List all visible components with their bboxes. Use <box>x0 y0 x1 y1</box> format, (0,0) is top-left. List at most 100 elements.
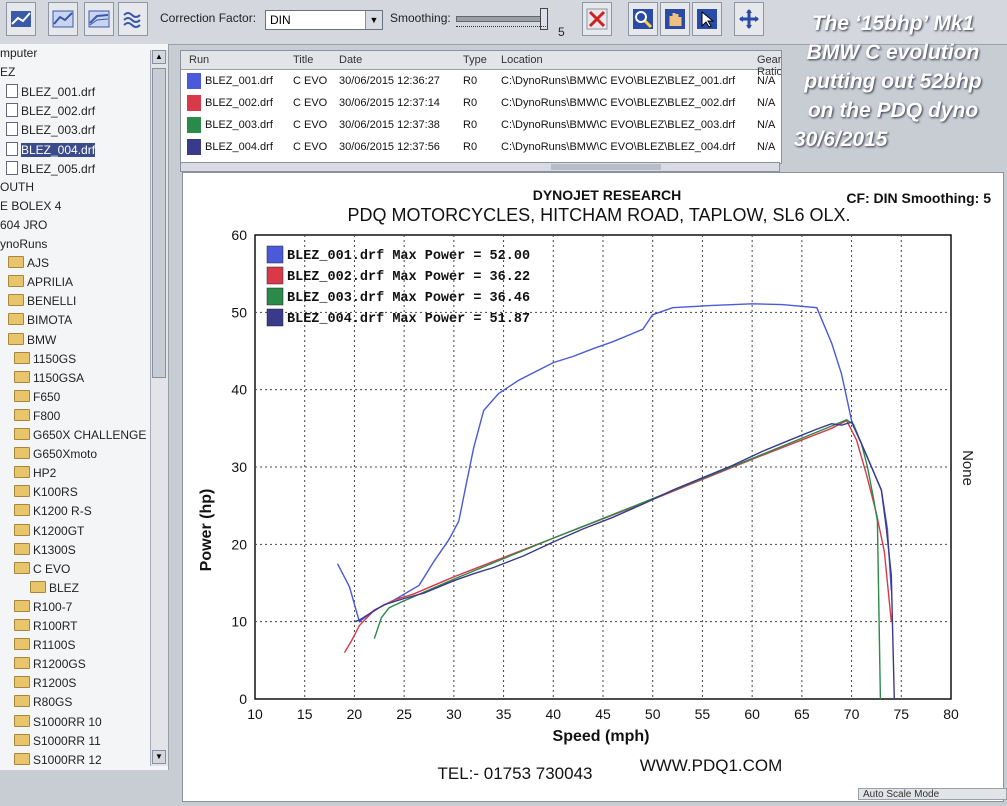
folder-icon <box>14 389 30 402</box>
tree-item[interactable]: OUTH <box>0 180 34 199</box>
tree-item-label: HP2 <box>33 466 57 481</box>
table-row[interactable]: BLEZ_002.drf C EVO 30/06/2015 12:37:14 R0 C:… <box>181 93 781 113</box>
run-color-swatch[interactable] <box>187 139 201 155</box>
runs-horizontal-scrollbar[interactable] <box>180 162 780 172</box>
tree-scrollbar[interactable]: ▲ ▼ <box>150 50 168 766</box>
auto-scale-tab[interactable]: Auto Scale Mode <box>858 788 1007 800</box>
run-color-swatch[interactable] <box>187 95 201 111</box>
tree-item[interactable]: 1150GSA <box>14 370 84 390</box>
tree-item[interactable]: S1000RR 10 <box>14 714 102 734</box>
tree-item[interactable]: F800 <box>14 408 61 428</box>
tree-item[interactable]: E BOLEX 4 <box>0 199 61 218</box>
tree-item[interactable]: S1000RR 11 <box>14 733 101 753</box>
tree-item[interactable]: BENELLI <box>8 294 76 313</box>
graph-grid-icon <box>52 10 74 28</box>
legend-swatch[interactable] <box>266 308 284 327</box>
correction-factor-select[interactable]: DIN ▼ <box>265 10 383 30</box>
tree-item[interactable]: BLEZ_004.drf <box>6 141 96 161</box>
smoothing-slider[interactable] <box>456 8 548 30</box>
column-header[interactable]: Date <box>339 54 363 66</box>
legend-swatch[interactable] <box>266 287 284 306</box>
table-row[interactable]: BLEZ_004.drf C EVO 30/06/2015 12:37:56 R0 C:… <box>181 137 781 157</box>
legend-swatch[interactable] <box>266 245 284 264</box>
column-header[interactable]: Run <box>189 54 210 66</box>
graph-compare-button[interactable] <box>84 2 114 36</box>
table-cell: 30/06/2015 12:37:38 <box>339 119 440 131</box>
cursor-button[interactable] <box>692 2 722 36</box>
tree-item[interactable]: BLEZ <box>30 580 79 600</box>
tree-item[interactable]: R1100S <box>14 638 75 657</box>
wave-graph-button[interactable] <box>118 2 148 36</box>
column-header[interactable]: Title <box>293 54 314 66</box>
tree-item[interactable]: 1150GS <box>14 351 76 371</box>
tree-item[interactable]: F650 <box>14 389 60 409</box>
delete-x-icon <box>586 8 608 30</box>
tree-item-label: APRILIA <box>27 275 74 290</box>
tree-item[interactable]: R100-7 <box>14 599 72 619</box>
tree-item[interactable]: C EVO <box>14 561 70 581</box>
move-icon <box>739 9 759 29</box>
tree-item[interactable]: S1000RR 12 <box>14 752 102 770</box>
tree-item[interactable]: R1200S <box>14 676 76 695</box>
tree-item[interactable]: BLEZ_003.drf <box>6 122 95 141</box>
scroll-down-icon[interactable]: ▼ <box>152 750 166 764</box>
tree-item[interactable]: BLEZ_002.drf <box>6 103 95 122</box>
tree-item[interactable]: EZ <box>0 65 15 84</box>
folder-icon <box>14 428 30 440</box>
folder-icon <box>14 676 30 689</box>
tree-item-label: R1200S <box>33 676 77 691</box>
tree-item[interactable]: ynoRuns <box>0 237 47 256</box>
column-header[interactable]: Gear Ratio <box>757 54 782 78</box>
tree-item[interactable]: BLEZ_001.drf <box>6 84 95 103</box>
tree-item[interactable]: K100RS <box>14 485 78 504</box>
smoothing-value: 5 <box>558 25 565 39</box>
folder-icon <box>14 714 30 727</box>
x-tick-label: 75 <box>893 706 909 722</box>
tree-item[interactable]: K1200 R-S <box>14 504 92 523</box>
tree-item[interactable]: BLEZ_005.drf <box>6 160 95 180</box>
delete-run-button[interactable] <box>582 2 612 36</box>
tree-item[interactable]: HP2 <box>14 466 56 485</box>
move-button[interactable] <box>734 2 764 36</box>
tree-item[interactable]: K1300S <box>14 542 76 562</box>
scroll-thumb[interactable] <box>152 68 166 378</box>
chevron-down-icon[interactable]: ▼ <box>365 11 382 29</box>
tree-item[interactable]: mputer <box>0 46 37 65</box>
runs-table: Run Title Date Type Location Gear Ratio … <box>180 50 782 164</box>
tree-item[interactable]: G650X CHALLENGE <box>14 428 146 447</box>
slider-thumb[interactable] <box>540 8 548 30</box>
column-header[interactable]: Type <box>463 54 487 66</box>
tree-item-label: 604 JRO <box>0 217 48 232</box>
tree-item-label: mputer <box>0 46 38 60</box>
tree-item[interactable]: R1200GS <box>14 657 86 676</box>
column-header[interactable]: Location <box>501 54 543 66</box>
tree-item-label: F800 <box>33 408 61 423</box>
legend-swatch[interactable] <box>266 266 284 285</box>
overlay-graph-button[interactable] <box>48 2 78 36</box>
run-color-swatch[interactable] <box>187 117 201 133</box>
graph-view-button[interactable] <box>6 2 36 36</box>
run-color-swatch[interactable] <box>187 73 201 89</box>
tree-item[interactable]: G650Xmoto <box>14 447 97 466</box>
table-row[interactable]: BLEZ_003.drf C EVO 30/06/2015 12:37:38 R0 C:… <box>181 115 781 135</box>
table-cell: C:\DynoRuns\BMW\C EVO\BLEZ\BLEZ_002.drf <box>501 97 736 109</box>
tree-item[interactable]: K1200GT <box>14 523 84 543</box>
tree-item[interactable]: 604 JRO <box>0 218 47 237</box>
zoom-button[interactable] <box>628 2 658 36</box>
table-row[interactable]: BLEZ_001.drf C EVO 30/06/2015 12:36:27 R0 C:… <box>181 71 781 91</box>
tree-item-label: BLEZ_004.drf <box>21 142 96 157</box>
tree-item[interactable]: AJS <box>8 256 49 275</box>
tree-item[interactable]: R80GS <box>14 695 72 714</box>
tree-item[interactable]: BIMOTA <box>8 313 72 332</box>
right-axis-label: None <box>959 450 976 486</box>
pan-button[interactable] <box>660 2 690 36</box>
tree-item[interactable]: R100RT <box>14 619 77 638</box>
tree-item-label: E BOLEX 4 <box>0 198 62 213</box>
tree-item[interactable]: BMW <box>8 332 56 352</box>
correction-factor-label: Correction Factor: <box>160 11 257 25</box>
legend-entry: BLEZ_002.drf Max Power = 36.22 <box>287 270 530 285</box>
scroll-up-icon[interactable]: ▲ <box>152 50 166 64</box>
scroll-thumb[interactable] <box>551 164 661 170</box>
tree-item[interactable]: APRILIA <box>8 275 73 294</box>
file-icon <box>6 103 18 118</box>
